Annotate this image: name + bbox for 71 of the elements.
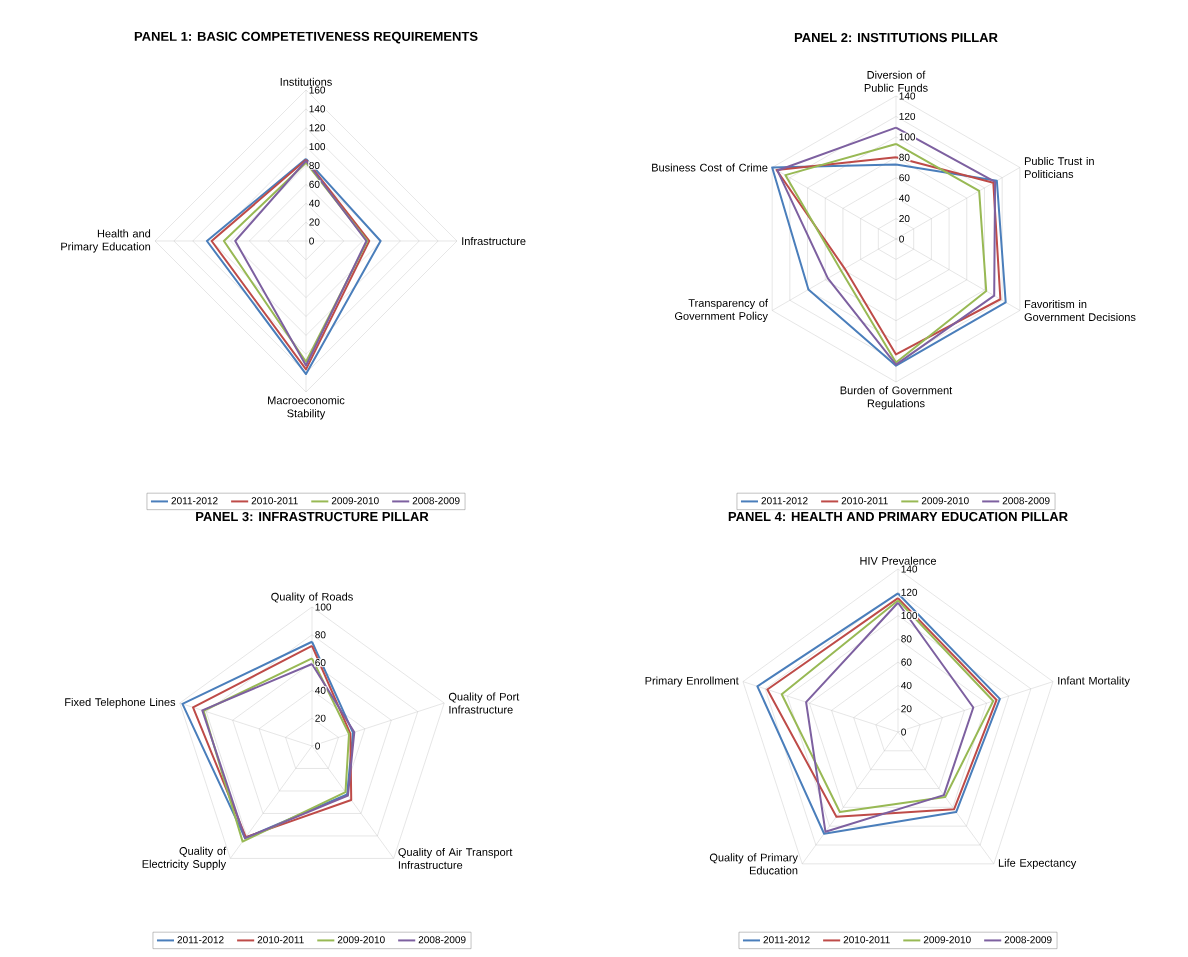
chart-title: PANEL 4: HEALTH AND PRIMARY EDUCATION PILLAR [728,511,1068,522]
y-tick-label: 40 [899,194,910,202]
chart-title: PANEL 3: INFRASTRUCTURE PILLAR [196,511,429,522]
spoke-label: Quality of Port Infrastructure [448,692,520,714]
y-tick-label: 40 [309,199,320,207]
y-tick-label: 0 [315,742,320,750]
legend-label: 2011-2012 [763,936,810,944]
legend-label: 2011-2012 [171,497,218,505]
spoke-label: Life Expectancy [998,858,1077,869]
spoke-label: Quality of Air Transport Infrastructure [398,847,513,869]
chart-title: PANEL 1: BASIC COMPETETIVENESS REQUIREMENTS [134,31,478,44]
spoke-label: Quality of Primary Education [709,853,798,875]
legend-label: 2011-2012 [177,936,224,944]
legend-label: 2010-2011 [843,936,890,944]
spoke-label: Burden of Government Regulations [840,386,953,410]
y-tick-label: 140 [309,105,326,113]
spoke-label: Health and Primary Education [61,229,151,253]
y-tick-label: 40 [315,686,326,694]
y-tick-label: 80 [315,631,326,639]
spoke-label: Quality of Roads [271,592,353,603]
y-tick-label: 100 [315,603,332,611]
legend-label: 2009-2010 [337,936,385,944]
spoke-label: HIV Prevalence [860,556,937,565]
spoke-label: Macroeconomic Stability [268,396,345,420]
legend-label: 2010-2011 [841,497,888,505]
y-tick-label: 160 [309,86,326,94]
spoke-label: Infant Mortality [1058,676,1130,687]
spoke-label: Favoritism in Government Decisions [1024,299,1136,322]
y-tick-label: 60 [309,180,320,188]
legend-label: 2008-2009 [1002,497,1050,505]
legend-label: 2008-2009 [418,936,466,944]
y-tick-label: 20 [901,705,912,713]
legend-label: 2011-2012 [761,497,808,505]
spoke-label: Business Cost of Crime [652,163,768,172]
y-tick-label: 0 [899,235,904,243]
y-tick-label: 120 [901,588,918,596]
chart-title: PANEL 2: INSTITUTIONS PILLAR [794,32,998,43]
legend-label: 2008-2009 [412,497,460,505]
y-tick-label: 0 [901,728,906,736]
y-tick-label: 80 [899,153,910,161]
y-tick-label: 60 [901,658,912,666]
spoke-label: Institutions [280,77,332,86]
legend-label: 2010-2011 [251,497,298,505]
y-tick-label: 60 [315,659,326,667]
spoke-label: Diversion of Public Funds [864,70,928,92]
y-tick-label: 20 [309,218,320,226]
y-tick-label: 20 [315,714,326,722]
y-tick-label: 120 [309,124,326,132]
spoke-label: Primary Enrollment [645,676,739,687]
y-tick-label: 140 [901,565,918,573]
y-tick-label: 60 [899,174,910,182]
spoke-label: Public Trust in Politicians [1024,156,1094,179]
y-tick-label: 100 [901,612,918,620]
y-tick-label: 140 [899,92,916,100]
legend-label: 2009-2010 [921,497,969,505]
y-tick-label: 80 [901,635,912,643]
y-tick-label: 0 [309,237,314,245]
spoke-label: Quality of Electricity Supply [142,846,227,871]
legend-label: 2008-2009 [1004,936,1052,944]
y-tick-label: 40 [901,681,912,689]
spoke-label: Infrastructure [462,236,526,246]
legend-label: 2010-2011 [257,936,304,944]
legend-label: 2009-2010 [331,497,379,505]
spoke-label: Transparency of Government Policy [674,298,768,323]
spoke-label: Fixed Telephone Lines [65,697,176,709]
y-tick-label: 120 [899,112,916,120]
y-tick-label: 100 [309,143,326,151]
y-tick-label: 100 [899,133,916,141]
y-tick-label: 80 [309,161,320,170]
y-tick-label: 20 [899,215,910,223]
legend-label: 2009-2010 [923,936,971,944]
